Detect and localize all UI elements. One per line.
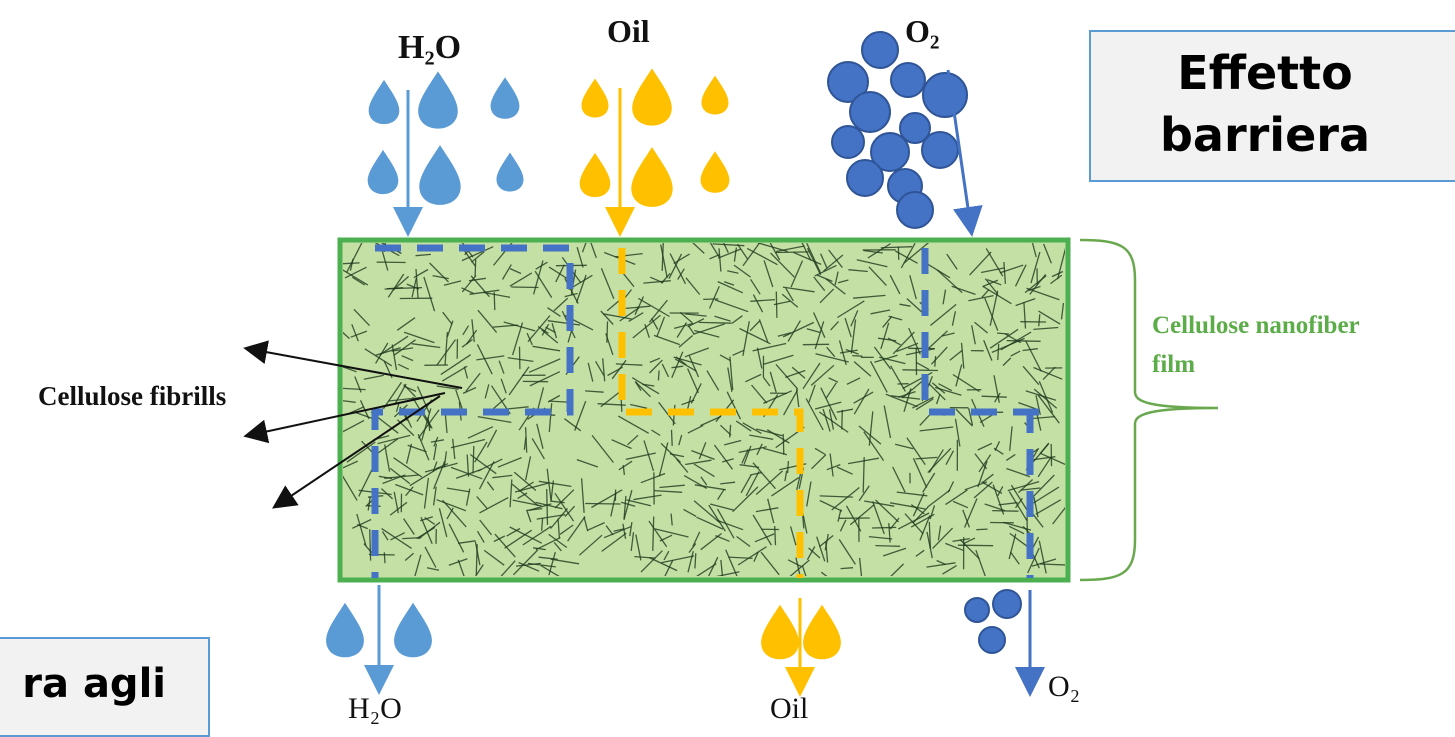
fiber-strand	[992, 511, 1018, 512]
oxygen-molecules-top	[828, 32, 967, 228]
fiber-strand	[658, 370, 659, 380]
fiber-strand	[607, 321, 608, 342]
fiber-strand	[958, 545, 993, 546]
fiber-strand	[872, 527, 896, 528]
barrier-effect-box: Effetto barriera	[1089, 30, 1455, 182]
fiber-strand	[998, 344, 999, 360]
oil-droplets-top	[580, 68, 730, 207]
fiber-strand	[699, 322, 732, 323]
fiber-strand	[672, 430, 673, 446]
barrier-box-line1: Effetto	[1091, 42, 1439, 104]
fiber-strand	[997, 333, 1009, 334]
barrier-box-line2: barriera	[1091, 104, 1439, 166]
fibrils-label: Cellulose fibrills	[38, 381, 226, 411]
fiber-strand	[841, 568, 853, 569]
fiber-strand	[473, 446, 474, 474]
bottom-oil-label: Oil	[770, 692, 808, 725]
fiber-strand	[370, 529, 371, 560]
oxygen-molecules-bottom	[965, 590, 1021, 653]
fiber-strand	[852, 356, 862, 357]
bottom-caption-box: ra agli	[0, 637, 210, 737]
top-oxygen-label: O₂	[905, 13, 939, 49]
fiber-strand	[695, 553, 696, 568]
bottom-caption-text: ra agli	[22, 661, 166, 707]
fiber-strand	[475, 259, 476, 276]
fiber-strand	[384, 552, 385, 563]
bottom-water-label: H₂O	[348, 692, 402, 725]
fiber-strand	[547, 489, 548, 525]
fiber-strand	[703, 299, 718, 300]
fiber-strand	[976, 529, 987, 530]
water-droplets-top	[368, 71, 524, 205]
fiber-strand	[653, 517, 654, 551]
fiber-strand	[775, 252, 809, 253]
fiber-strand	[783, 434, 784, 455]
fiber-strand	[494, 292, 495, 310]
top-oil-label: Oil	[607, 13, 650, 49]
fiber-strand	[875, 546, 900, 547]
top-water-label: H₂O	[398, 29, 461, 66]
fiber-strand	[842, 410, 843, 430]
fiber-strand	[902, 370, 938, 371]
film-label-line2: film	[1152, 351, 1195, 378]
film-label-line1: Cellulose nanofiber	[1152, 312, 1360, 339]
fiber-strand	[788, 461, 789, 473]
fiber-strand	[730, 425, 731, 438]
fiber-strand	[585, 504, 620, 505]
fiber-strand	[511, 287, 538, 288]
fiber-strand	[1007, 341, 1041, 342]
fiber-strand	[775, 526, 776, 545]
fiber-strand	[476, 544, 477, 575]
film-bracket	[1080, 240, 1218, 580]
bottom-oxygen-label: O₂	[1048, 670, 1080, 703]
